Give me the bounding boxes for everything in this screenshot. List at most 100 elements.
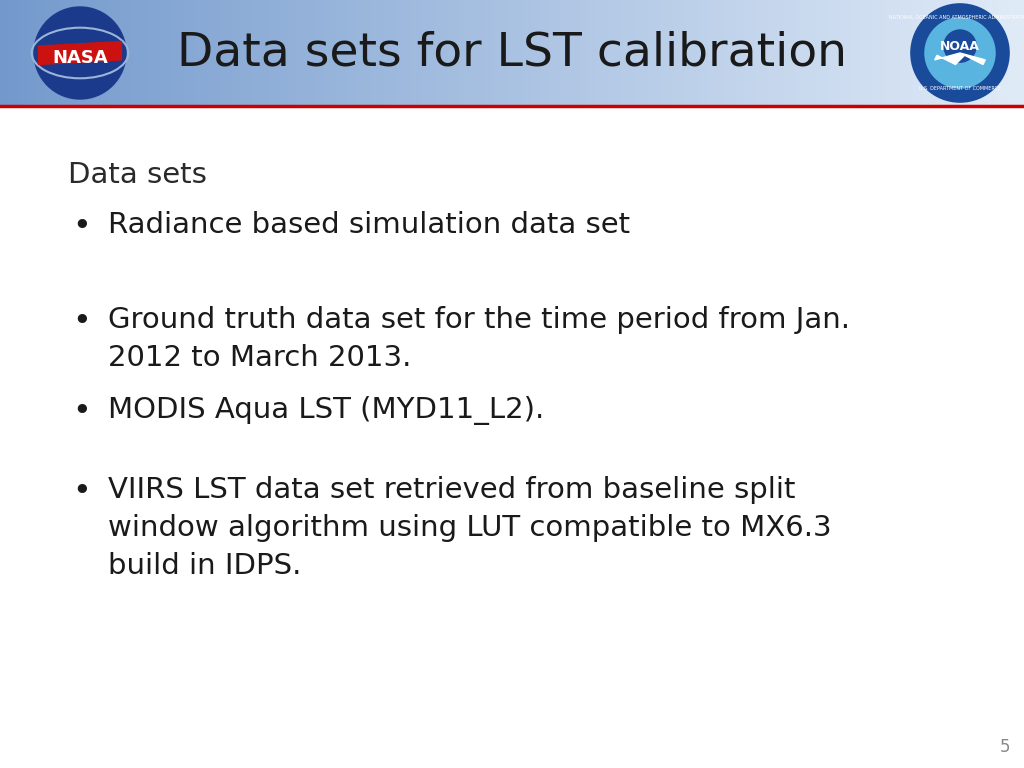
Bar: [381, 0, 384, 106]
Bar: [358, 0, 360, 106]
Bar: [389, 0, 391, 106]
Bar: [115, 0, 118, 106]
Bar: [425, 0, 428, 106]
Circle shape: [914, 7, 1006, 99]
Bar: [264, 0, 266, 106]
Bar: [2, 0, 5, 106]
Bar: [913, 0, 916, 106]
Bar: [507, 0, 510, 106]
Bar: [811, 0, 814, 106]
Bar: [827, 0, 829, 106]
Bar: [41, 0, 43, 106]
Bar: [879, 0, 881, 106]
Bar: [59, 0, 61, 106]
Bar: [148, 0, 152, 106]
Bar: [94, 0, 97, 106]
Bar: [829, 0, 831, 106]
Bar: [145, 0, 148, 106]
Bar: [739, 0, 742, 106]
Bar: [848, 0, 850, 106]
Text: Data sets for LST calibration: Data sets for LST calibration: [177, 31, 847, 75]
Bar: [909, 0, 911, 106]
Bar: [63, 0, 67, 106]
Bar: [1012, 0, 1014, 106]
Bar: [927, 0, 930, 106]
Bar: [111, 0, 113, 106]
Bar: [200, 0, 203, 106]
Bar: [532, 0, 535, 106]
Bar: [657, 0, 660, 106]
Bar: [698, 0, 701, 106]
Bar: [666, 0, 668, 106]
Bar: [82, 0, 84, 106]
Bar: [356, 0, 358, 106]
Bar: [193, 0, 195, 106]
Bar: [612, 0, 614, 106]
Bar: [486, 0, 489, 106]
Bar: [668, 0, 671, 106]
Bar: [944, 0, 947, 106]
Bar: [745, 0, 748, 106]
Bar: [655, 0, 657, 106]
Bar: [471, 0, 473, 106]
Bar: [650, 0, 653, 106]
Bar: [360, 0, 364, 106]
Bar: [166, 0, 169, 106]
Bar: [72, 0, 75, 106]
Bar: [671, 0, 674, 106]
Bar: [418, 0, 420, 106]
Bar: [961, 0, 963, 106]
Bar: [5, 0, 8, 106]
Bar: [1004, 0, 1006, 106]
Bar: [256, 0, 258, 106]
Bar: [340, 0, 343, 106]
Bar: [568, 0, 571, 106]
Bar: [623, 0, 625, 106]
Polygon shape: [935, 53, 985, 65]
Bar: [735, 0, 737, 106]
Text: •: •: [73, 306, 91, 337]
Bar: [971, 0, 973, 106]
Bar: [952, 0, 954, 106]
Bar: [983, 0, 985, 106]
Bar: [481, 0, 483, 106]
Bar: [377, 0, 379, 106]
Bar: [143, 0, 146, 106]
Text: Radiance based simulation data set: Radiance based simulation data set: [108, 211, 630, 239]
Bar: [606, 0, 609, 106]
Bar: [297, 0, 299, 106]
Bar: [571, 0, 573, 106]
Bar: [831, 0, 835, 106]
Bar: [350, 0, 353, 106]
Bar: [934, 0, 937, 106]
Bar: [543, 0, 545, 106]
Bar: [61, 0, 63, 106]
Bar: [466, 0, 469, 106]
Bar: [299, 0, 302, 106]
Bar: [338, 0, 340, 106]
Bar: [932, 0, 934, 106]
Bar: [664, 0, 666, 106]
Circle shape: [34, 7, 126, 99]
Bar: [801, 0, 804, 106]
Bar: [916, 0, 920, 106]
Bar: [768, 0, 770, 106]
Bar: [538, 0, 541, 106]
Bar: [701, 0, 705, 106]
Bar: [295, 0, 297, 106]
Bar: [903, 0, 906, 106]
Bar: [220, 0, 223, 106]
Bar: [97, 0, 100, 106]
Bar: [463, 0, 466, 106]
Bar: [891, 0, 893, 106]
Bar: [870, 0, 872, 106]
Bar: [614, 0, 616, 106]
Text: •: •: [73, 211, 91, 242]
Bar: [558, 0, 561, 106]
Bar: [881, 0, 883, 106]
Bar: [950, 0, 952, 106]
Bar: [236, 0, 238, 106]
Bar: [225, 0, 227, 106]
Bar: [176, 0, 179, 106]
Bar: [963, 0, 965, 106]
